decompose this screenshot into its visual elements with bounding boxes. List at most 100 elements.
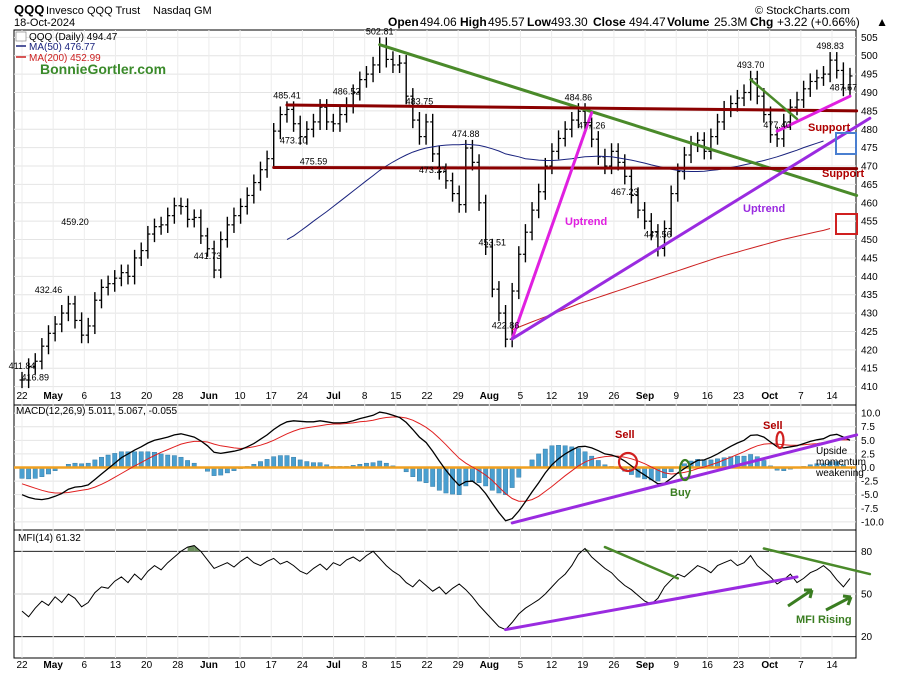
- price-point-label: 502.81: [366, 26, 394, 36]
- price-xtick-label: Oct: [761, 391, 778, 402]
- macd-histogram-bar: [556, 445, 560, 467]
- macd-histogram-bar: [437, 468, 441, 491]
- macd-ytick-label: -10.0: [861, 517, 884, 528]
- price-point-label: 493.70: [737, 60, 765, 70]
- mfi-xtick-label: Sep: [636, 660, 654, 671]
- legend-ma50: MA(50) 476.77: [29, 42, 96, 53]
- highlight-box-red: [836, 214, 857, 234]
- macd-ytick-label: -5.0: [861, 490, 879, 501]
- price-xtick-label: 12: [546, 391, 558, 402]
- low-value: 493.30: [551, 15, 588, 29]
- price-xtick-label: 22: [421, 391, 433, 402]
- macd-histogram-bar: [172, 456, 176, 468]
- macd-histogram-bar: [272, 457, 276, 468]
- macd-histogram-bar: [99, 457, 103, 467]
- price-ytick-label: 445: [861, 253, 878, 264]
- price-ytick-label: 425: [861, 327, 878, 338]
- price-ytick-label: 480: [861, 125, 878, 136]
- mfi-xtick-label: Jul: [326, 660, 341, 671]
- price-xtick-label: 7: [798, 391, 804, 402]
- mfi-xtick-label: 12: [546, 660, 558, 671]
- price-point-label: 441.73: [194, 251, 222, 261]
- volume-value: 25.3M: [714, 15, 747, 29]
- close-value: 494.47: [629, 15, 666, 29]
- low-label: Low: [527, 15, 552, 29]
- macd-histogram-bar: [503, 468, 507, 495]
- mfi-xtick-label: 24: [297, 660, 309, 671]
- mfi-xtick-label: 5: [518, 660, 524, 671]
- mfi-xtick-label: 17: [266, 660, 278, 671]
- price-ytick-label: 420: [861, 345, 878, 356]
- macd-histogram-bar: [457, 468, 461, 495]
- macd-title-text: MACD(12,26,9) 5.011, 5.067, -0.055: [16, 406, 177, 417]
- price-ytick-label: 450: [861, 235, 878, 246]
- price-ytick-label: 505: [861, 33, 878, 44]
- macd-note-line3: weakening: [815, 468, 864, 479]
- price-xtick-label: 24: [297, 391, 309, 402]
- macd-ytick-label: 10.0: [861, 409, 881, 420]
- macd-histogram-bar: [291, 457, 295, 467]
- macd-sell-label-1: Sell: [615, 429, 635, 441]
- grid-layer: [14, 30, 856, 658]
- mfi-xtick-label: 14: [826, 660, 838, 671]
- mfi-uptrend-purple: [506, 577, 797, 630]
- price-point-label: 498.83: [816, 41, 844, 51]
- legend-swatch-price: [16, 32, 26, 41]
- price-xtick-label: 15: [390, 391, 402, 402]
- price-ytick-label: 485: [861, 106, 878, 117]
- mfi-title: MFI(14) 61.32: [18, 533, 81, 544]
- price-xtick-label: 8: [362, 391, 368, 402]
- price-point-label: 487.57: [830, 82, 858, 92]
- symbol-text: QQQ: [14, 2, 44, 17]
- macd-histogram-bar: [179, 457, 183, 467]
- uptrend-label-purple: Uptrend: [743, 203, 785, 215]
- mfi-xtick-label: 22: [16, 660, 28, 671]
- price-point-label: 474.88: [452, 129, 480, 139]
- mfi-title-text: MFI(14) 61.32: [18, 533, 81, 544]
- price-point-label: 453.51: [479, 238, 507, 248]
- macd-histogram-bar: [285, 456, 289, 468]
- price-point-label: 477.26: [578, 120, 606, 130]
- macd-ytick-label: 7.5: [861, 422, 875, 433]
- chart-date: 18-Oct-2024: [14, 17, 75, 29]
- price-xtick-label: 5: [518, 391, 524, 402]
- mfi-ytick-label: 50: [861, 590, 873, 601]
- macd-histogram-bar: [113, 453, 117, 467]
- price-point-label: 483.75: [406, 96, 434, 106]
- ma200-line: [512, 229, 830, 330]
- chg-up-arrow-icon: ▲: [876, 15, 888, 29]
- price-point-label: 467.23: [611, 187, 639, 197]
- macd-histogram-bar: [543, 449, 547, 467]
- mfi-xtick-label: 28: [172, 660, 184, 671]
- price-xtick-label: 22: [16, 391, 28, 402]
- macd-histogram-bar: [40, 468, 44, 477]
- price-xtick-label: May: [43, 391, 63, 402]
- mfi-xtick-label: 19: [577, 660, 589, 671]
- price-point-label: 485.41: [273, 90, 301, 100]
- price-point-label: 447.56: [644, 230, 672, 240]
- price-ytick-label: 490: [861, 88, 878, 99]
- exchange-name: Nasdaq GM: [153, 5, 212, 17]
- macd-histogram-bar: [166, 455, 170, 468]
- mfi-xtick-label: 7: [798, 660, 804, 671]
- mfi-xtick-label: 20: [141, 660, 153, 671]
- macd-buy-label: Buy: [670, 487, 692, 499]
- mfi-rising-label: MFI Rising: [796, 614, 852, 626]
- price-ytick-label: 435: [861, 290, 878, 301]
- price-xtick-label: 9: [673, 391, 679, 402]
- mfi-xtick-label: 22: [421, 660, 433, 671]
- macd-histogram-bar: [20, 468, 24, 479]
- mfi-xtick-label: 29: [453, 660, 465, 671]
- mfi-xtick-label: 13: [110, 660, 122, 671]
- security-name: Invesco QQQ Trust: [46, 5, 140, 17]
- macd-ytick-label: 5.0: [861, 436, 875, 447]
- price-ytick-label: 500: [861, 51, 878, 62]
- price-xtick-label: Sep: [636, 391, 654, 402]
- uptrend-label-magenta: Uptrend: [565, 216, 607, 228]
- close-label: Close: [593, 15, 626, 29]
- price-ytick-label: 495: [861, 70, 878, 81]
- price-xtick-label: Aug: [480, 391, 499, 402]
- mfi-xtick-label: May: [43, 660, 63, 671]
- price-xtick-label: 17: [266, 391, 278, 402]
